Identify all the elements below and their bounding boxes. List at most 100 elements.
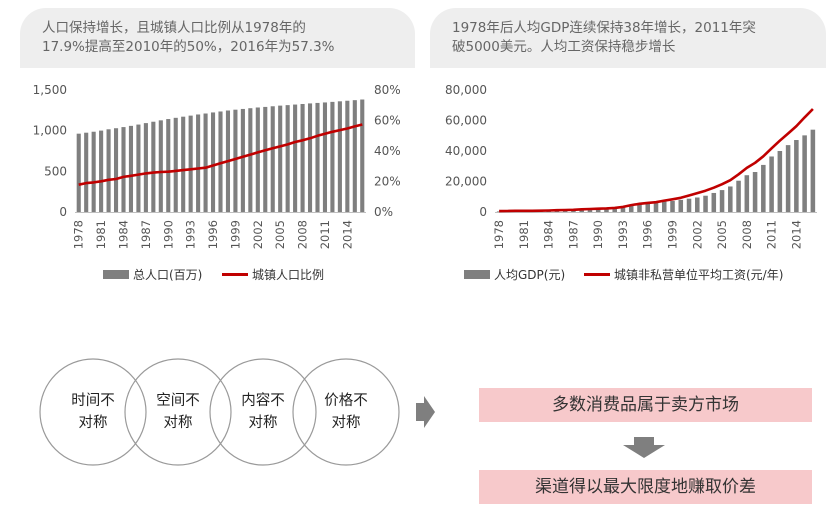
circle-label-line: 空间不 <box>156 393 200 409</box>
y-right-tick-label: 80% <box>374 83 401 97</box>
bar <box>218 111 223 212</box>
y-right-tick-label: 60% <box>374 114 401 128</box>
x-tick-label: 1990 <box>591 220 605 249</box>
bar <box>196 114 201 212</box>
bar <box>240 108 245 212</box>
y-tick-label: 20,000 <box>445 175 487 189</box>
x-tick-label: 1984 <box>542 220 556 249</box>
x-tick-label: 2014 <box>789 220 803 249</box>
legend-bar-swatch <box>464 270 490 279</box>
bar <box>777 150 783 212</box>
bar <box>728 186 733 212</box>
x-tick-label: 1978 <box>492 220 506 249</box>
legend-bar-label: 总人口(百万) <box>133 268 202 282</box>
population-urbanization-chart: 0 500 1,000 1,500 0% 20% 40% 60% 80% 1978 1981 1984… <box>33 83 401 282</box>
bar <box>612 208 617 212</box>
circle-space <box>124 358 232 466</box>
bar <box>173 117 178 212</box>
bar <box>136 124 141 212</box>
bar <box>263 106 268 212</box>
bar <box>695 197 700 212</box>
left-title-line-2: 17.9%提高至2010年的50%，2016年为57.3% <box>42 39 335 55</box>
y-tick-label: 60,000 <box>445 114 487 128</box>
down-arrow-icon <box>623 437 665 458</box>
seller-market-box: 多数消费品属于卖方市场 <box>479 388 812 422</box>
x-tick-label: 2011 <box>318 220 332 249</box>
x-tick-label: 1999 <box>228 220 242 249</box>
x-tick-label: 1996 <box>641 220 655 249</box>
bar <box>587 209 593 212</box>
bar <box>736 180 741 212</box>
bar <box>300 103 305 212</box>
bar <box>106 129 111 212</box>
bar <box>315 102 320 212</box>
circle-label-line: 时间不 <box>71 393 115 409</box>
bar <box>711 192 717 212</box>
y-tick-label: 1,000 <box>33 124 67 138</box>
x-tick-label: 2005 <box>273 220 287 249</box>
bar <box>293 104 298 212</box>
legend-line-label: 城镇非私营单位平均工资(元/年) <box>614 267 783 282</box>
circle-time <box>39 358 147 466</box>
y-tick-label: 0 <box>479 205 487 219</box>
circle-label-content: 内容不 对称 <box>233 390 293 434</box>
right-title-line-1: 1978年后人均GDP连续保持38年增长，2011年突 <box>452 20 756 36</box>
circle-label-line: 对称 <box>248 415 278 431</box>
x-tick-label: 2008 <box>296 220 310 249</box>
bar <box>719 190 725 212</box>
bar <box>113 128 119 212</box>
x-tick-label: 2002 <box>690 220 704 249</box>
circle-content <box>209 358 317 466</box>
bar <box>337 101 342 212</box>
bar <box>794 140 799 212</box>
bar <box>143 123 148 212</box>
bar <box>595 209 601 212</box>
bar <box>352 100 357 212</box>
bar <box>761 164 766 212</box>
y-tick-label: 40,000 <box>445 144 487 158</box>
bar <box>810 129 816 212</box>
asymmetry-circles <box>39 358 400 466</box>
legend-line-label: 城镇人口比例 <box>252 268 324 282</box>
bar <box>769 156 774 212</box>
bar <box>785 145 791 212</box>
y-tick-label: 500 <box>44 164 67 178</box>
x-tick-label: 1990 <box>161 220 175 249</box>
circle-label-line: 价格不 <box>324 393 368 409</box>
bar <box>181 116 186 212</box>
circle-label-line: 对称 <box>163 415 193 431</box>
bar <box>166 119 171 212</box>
legend-bar-swatch <box>103 270 129 279</box>
y-right-tick-label: 40% <box>374 144 401 158</box>
y-right-tick-label: 20% <box>374 175 401 189</box>
x-tick-label: 1999 <box>666 220 680 249</box>
bar <box>278 105 283 212</box>
gdp-wage-chart: 0 20,000 40,000 60,000 80,000 1978 1981 1984 198… <box>445 83 817 282</box>
x-tick-label: 1987 <box>566 220 580 249</box>
x-tick-label: 1987 <box>139 220 153 249</box>
bar <box>128 125 134 212</box>
x-tick-label: 2005 <box>715 220 729 249</box>
bar <box>248 108 253 212</box>
right-title-line-2: 破5000美元。人均工资保持稳步增长 <box>452 39 676 55</box>
series-line <box>78 123 363 186</box>
bar <box>203 113 208 212</box>
x-tick-label: 1993 <box>616 220 630 249</box>
x-tick-label: 1978 <box>72 220 86 249</box>
bar <box>360 99 365 212</box>
x-tick-label: 1996 <box>206 220 220 249</box>
circle-label-time: 时间不 对称 <box>63 390 123 434</box>
circle-label-line: 对称 <box>78 415 108 431</box>
y-right-tick-label: 0% <box>374 205 393 219</box>
bar <box>661 201 667 212</box>
circle-label-line: 对称 <box>331 415 361 431</box>
x-tick-label: 1993 <box>184 220 198 249</box>
bar <box>270 106 275 212</box>
legend-bar-label: 人均GDP(元) <box>494 268 565 282</box>
x-tick-label: 2014 <box>340 220 354 249</box>
bar <box>620 207 626 212</box>
bar <box>686 198 692 212</box>
bar <box>76 133 81 212</box>
x-tick-label: 2002 <box>251 220 265 249</box>
right-arrow-icon <box>416 396 435 428</box>
